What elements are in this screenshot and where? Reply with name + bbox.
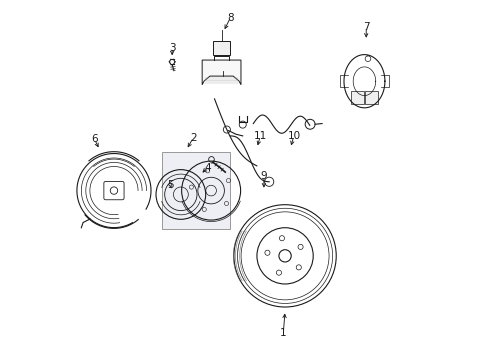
Bar: [161, 152, 230, 229]
Text: 11: 11: [253, 131, 266, 141]
Text: 2: 2: [190, 133, 196, 143]
Text: 6: 6: [91, 134, 98, 144]
Text: 1: 1: [280, 328, 286, 338]
Bar: [350, 91, 363, 104]
Bar: [365, 91, 377, 104]
Polygon shape: [202, 60, 241, 85]
Text: 10: 10: [287, 131, 300, 141]
Bar: [212, 41, 230, 55]
Text: 5: 5: [167, 180, 173, 190]
Text: 8: 8: [226, 13, 233, 23]
Text: 9: 9: [260, 171, 266, 181]
Text: 7: 7: [362, 22, 369, 32]
Text: 3: 3: [168, 43, 175, 53]
Text: 4: 4: [203, 163, 210, 173]
